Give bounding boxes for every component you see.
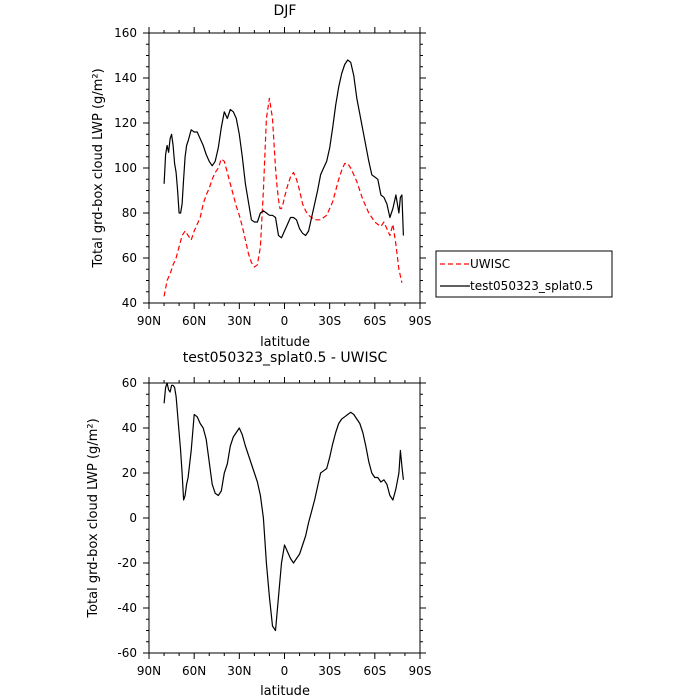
bottom-panel: test050323_splat0.5 - UWISC -60 -40 -20 0 20… (86, 350, 431, 699)
y-tick-label: 20 (122, 466, 137, 480)
y-tick-label: 40 (122, 296, 137, 310)
x-tick-label: 0 (281, 314, 289, 328)
x-tick-label: 60N (182, 664, 206, 678)
legend-label-test: test050323_splat0.5 (470, 279, 593, 293)
top-series (163, 59, 404, 297)
top-plot-frame (148, 32, 421, 304)
y-tick-label: 120 (114, 116, 137, 130)
y-tick-label: -20 (117, 556, 137, 570)
bottom-series-line-0 (163, 382, 404, 632)
x-tick-label: 0 (281, 664, 289, 678)
y-tick-label: 140 (114, 71, 137, 85)
top-x-axis-label: latitude (260, 335, 310, 350)
bottom-ticks: -60 -40 -20 0 20 40 60 90N 60N 30N 0 30S 60S 90S (117, 376, 431, 678)
y-tick-label: 160 (114, 26, 137, 40)
y-tick-label: 40 (122, 421, 137, 435)
bottom-series (163, 382, 404, 632)
x-tick-label: 30S (318, 664, 341, 678)
legend: UWISC test050323_splat0.5 (435, 250, 613, 298)
top-chart-title: DJF (274, 3, 297, 19)
legend-label-uwisc: UWISC (470, 257, 510, 271)
x-tick-label: 90N (137, 314, 161, 328)
y-tick-label: 0 (129, 511, 137, 525)
y-tick-label: 60 (122, 251, 137, 265)
x-tick-label: 60N (182, 314, 206, 328)
x-tick-label: 60S (363, 664, 386, 678)
top-panel: DJF 40 60 80 100 120 140 160 90N 60N 30N 0 30S 60S 90… (91, 3, 613, 350)
top-y-axis-label: Total grd-box cloud LWP (g/m²) (91, 68, 106, 268)
bottom-chart-title: test050323_splat0.5 - UWISC (183, 350, 388, 366)
x-tick-label: 60S (363, 314, 386, 328)
x-tick-label: 90S (409, 314, 432, 328)
y-tick-label: 60 (122, 376, 137, 390)
bottom-y-axis-label: Total grd-box cloud LWP (g/m²) (86, 418, 101, 618)
bottom-plot-frame (148, 382, 421, 654)
bottom-x-axis-label: latitude (260, 684, 310, 699)
y-tick-label: 80 (122, 206, 137, 220)
top-series-line-1 (163, 59, 404, 239)
x-tick-label: 90N (137, 664, 161, 678)
top-series-line-0 (163, 97, 403, 297)
x-tick-label: 30S (318, 314, 341, 328)
y-tick-label: 100 (114, 161, 137, 175)
top-ticks: 40 60 80 100 120 140 160 90N 60N 30N 0 30S 60S 90S (114, 26, 431, 328)
y-tick-label: -60 (117, 646, 137, 660)
legend-box (435, 250, 613, 298)
x-tick-label: 30N (227, 314, 251, 328)
x-tick-label: 30N (227, 664, 251, 678)
y-tick-label: -40 (117, 601, 137, 615)
x-tick-label: 90S (409, 664, 432, 678)
